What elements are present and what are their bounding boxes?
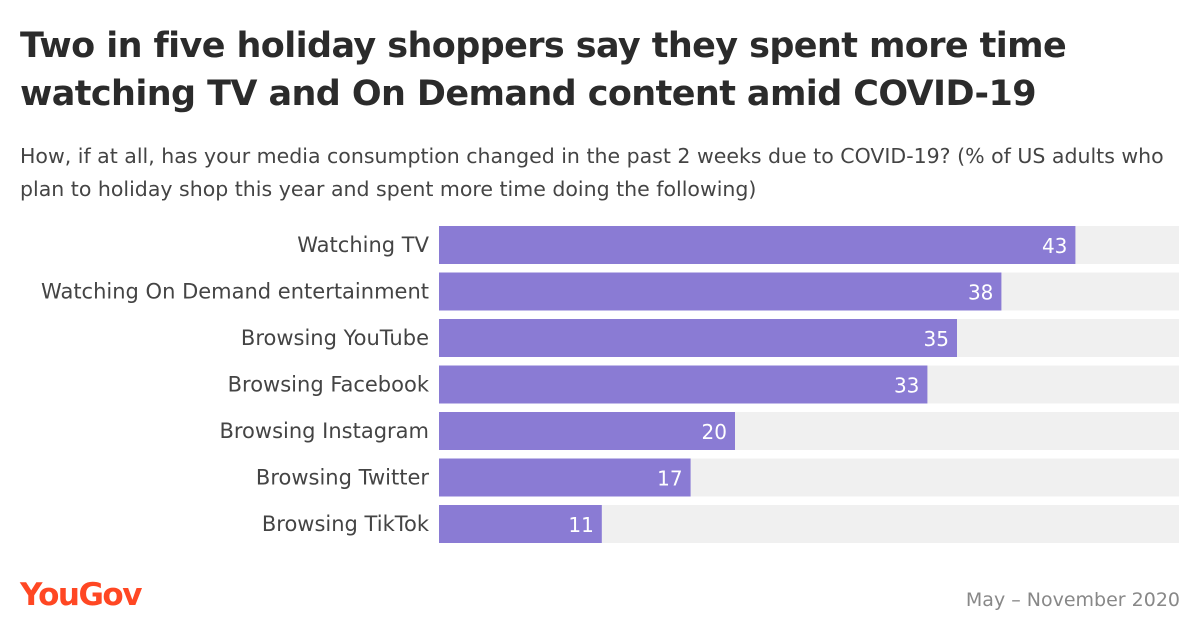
bar [439,319,957,357]
chart-subtitle: How, if at all, has your media consumpti… [20,144,1164,201]
yougov-logo: YouGov [20,577,142,613]
value-label: 11 [568,513,593,537]
bar [439,458,691,497]
category-label: Browsing YouTube [241,326,429,350]
bar [439,505,602,543]
category-label: Browsing Facebook [228,373,430,397]
category-label: Watching On Demand entertainment [41,280,429,304]
bar [439,272,1002,311]
category-label: Browsing TikTok [262,512,430,536]
category-label: Browsing Twitter [256,466,429,490]
value-label: 33 [894,374,919,398]
value-label: 17 [657,467,682,491]
category-label: Browsing Instagram [219,419,429,443]
value-label: 20 [702,420,727,444]
category-label: Watching TV [297,233,429,257]
bar [439,365,928,404]
bar [439,412,735,450]
date-range: May – November 2020 [965,589,1180,611]
value-label: 35 [924,327,949,351]
value-label: 38 [968,281,993,305]
chart-title: Two in five holiday shoppers say they sp… [20,26,1067,114]
bar [439,226,1076,264]
value-label: 43 [1042,234,1067,258]
